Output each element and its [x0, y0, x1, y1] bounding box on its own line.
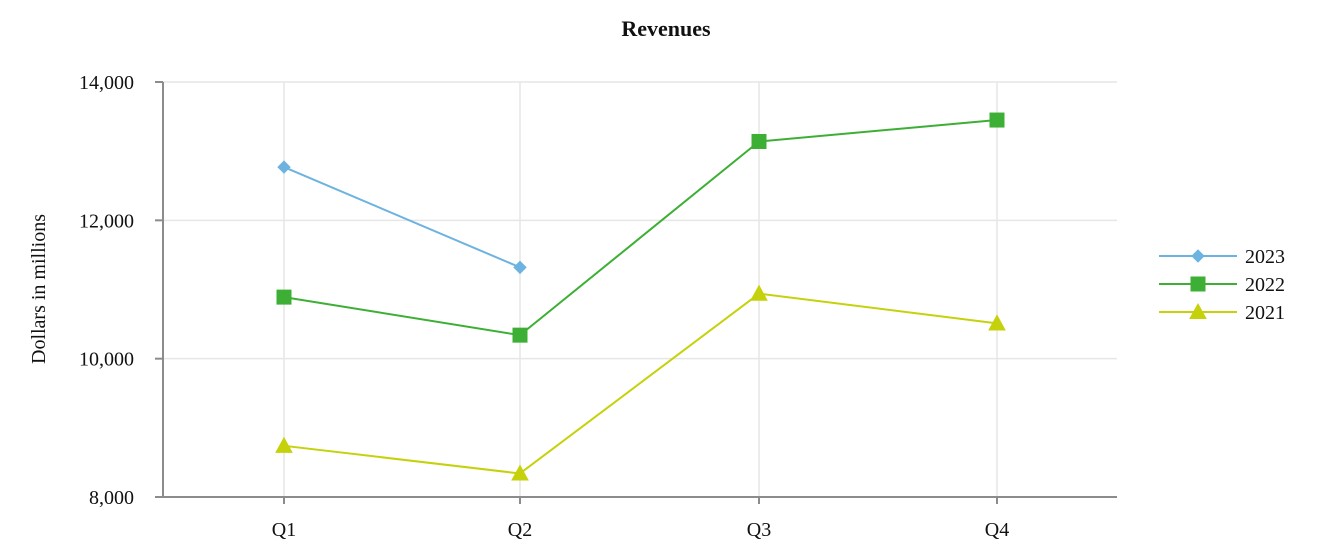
legend-label-2022: 2022 — [1245, 274, 1285, 296]
legend-marker-2022 — [1190, 276, 1206, 292]
y-axis-tick-label: 12,000 — [79, 210, 134, 232]
legend-marker-2021 — [1189, 302, 1207, 320]
legend: 2023 2022 2021 — [1159, 246, 1285, 324]
legend-item-2023: 2023 — [1159, 246, 1285, 268]
legend-item-2021: 2021 — [1159, 302, 1285, 324]
legend-label-2021: 2021 — [1245, 302, 1285, 324]
series-2022-line — [283, 119, 998, 337]
x-axis-tick-label: Q3 — [747, 519, 771, 541]
series-2022-point — [989, 112, 1005, 128]
tick-labels: 8,000 10,000 12,000 14,000 Q1 Q2 Q3 Q4 — [79, 72, 1009, 541]
series-2021-point — [750, 284, 768, 301]
series-lines — [283, 119, 998, 475]
x-axis-tick-label: Q2 — [508, 519, 532, 541]
series-2023-point — [277, 160, 291, 174]
series-2021-point — [988, 314, 1006, 331]
axes — [155, 81, 1117, 504]
series-2021-line — [283, 292, 998, 475]
series-2023-line — [283, 166, 521, 269]
series-2021-point — [511, 464, 529, 481]
chart-title: Revenues — [621, 16, 711, 41]
y-axis-label: Dollars in millions — [28, 214, 50, 364]
series-2022-point — [276, 289, 292, 305]
y-axis-tick-label: 8,000 — [89, 487, 134, 509]
x-axis-tick-label: Q1 — [272, 519, 296, 541]
series-2021-point — [275, 436, 293, 453]
y-axis-tick-label: 14,000 — [79, 72, 134, 94]
x-axis-tick-label: Q4 — [985, 519, 1009, 541]
legend-marker-2023 — [1191, 249, 1205, 263]
series-2023-point — [513, 260, 527, 275]
legend-item-2022: 2022 — [1159, 274, 1285, 296]
legend-label-2023: 2023 — [1245, 246, 1285, 268]
series-2022-point — [512, 327, 528, 343]
grid-lines — [163, 81, 1117, 498]
series-markers — [275, 112, 1006, 481]
series-2022-point — [751, 133, 767, 149]
y-axis-tick-label: 10,000 — [79, 349, 134, 371]
